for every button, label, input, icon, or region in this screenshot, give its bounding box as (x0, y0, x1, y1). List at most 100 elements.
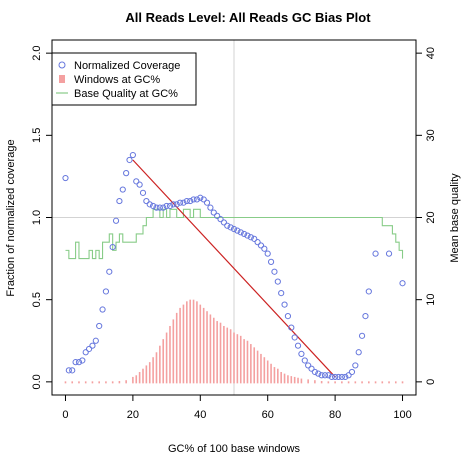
quality-line (65, 208, 404, 260)
windows-series (64, 299, 404, 384)
y2-tick-label: 40 (425, 47, 437, 59)
y-axis-right: 0 10 20 30 40 (415, 47, 437, 385)
y-tick-label: 1.0 (31, 210, 43, 225)
y2-tick-label: 10 (425, 294, 437, 306)
y-tick-label: 0.5 (31, 292, 43, 307)
coverage-point (362, 313, 369, 320)
coverage-point (328, 373, 335, 381)
coverage-point (348, 368, 356, 376)
y2-tick-label: 0 (425, 379, 437, 385)
coverage-point (129, 151, 136, 159)
coverage-point (321, 372, 329, 379)
coverage-point (112, 217, 120, 224)
coverage-point (109, 243, 116, 251)
coverage-point (257, 242, 265, 249)
coverage-point (338, 373, 345, 381)
coverage-point (315, 370, 322, 377)
coverage-point (372, 250, 379, 257)
coverage-point (332, 373, 339, 381)
quality-series (65, 208, 404, 260)
coverage-point (65, 367, 72, 374)
coverage-point (79, 357, 86, 364)
coverage-point (301, 357, 308, 364)
coverage-point (345, 372, 352, 379)
coverage-point (153, 204, 160, 211)
y-tick-label: 2.0 (31, 45, 43, 60)
coverage-point (234, 227, 241, 234)
coverage-point (143, 197, 150, 205)
chart-title: All Reads Level: All Reads GC Bias Plot (125, 10, 371, 25)
y2-tick-label: 20 (425, 211, 437, 223)
trend-line-layer (132, 159, 336, 378)
coverage-point (385, 250, 393, 257)
coverage-point (123, 170, 130, 177)
x-tick-label: 60 (262, 409, 274, 421)
legend: Normalized Coverage Windows at GC% Base … (51, 52, 197, 106)
coverage-point (305, 362, 312, 369)
legend-quality-label: Base Quality at GC% (74, 88, 178, 100)
coverage-point (170, 201, 177, 208)
coverage-point (230, 225, 238, 233)
coverage-point (261, 245, 268, 252)
coverage-point (308, 365, 315, 372)
y-tick-label: 1.5 (31, 128, 43, 143)
coverage-point (193, 196, 201, 203)
coverage-point (335, 373, 342, 381)
coverage-point (358, 332, 366, 339)
coverage-point (89, 342, 96, 349)
x-tick-label: 100 (393, 409, 411, 421)
coverage-point (217, 216, 224, 223)
coverage-point (264, 250, 271, 257)
coverage-point (294, 342, 302, 349)
coverage-point (197, 194, 204, 201)
coverage-point (180, 199, 187, 206)
x-tick-label: 20 (127, 409, 139, 421)
coverage-point (146, 201, 153, 208)
coverage-point (82, 349, 89, 356)
coverage-point (278, 290, 285, 297)
coverage-point (190, 196, 197, 203)
coverage-point (281, 301, 288, 308)
x-axis-label: GC% of 100 base windows (168, 443, 301, 455)
coverage-point (288, 324, 295, 331)
coverage-point (69, 367, 76, 374)
coverage-point (183, 197, 190, 205)
legend-coverage-marker (58, 61, 66, 69)
coverage-point (325, 372, 332, 379)
coverage-point (102, 288, 110, 295)
coverage-point (274, 278, 281, 285)
coverage-point (163, 202, 170, 210)
coverage-point (365, 288, 372, 295)
coverage-point (318, 372, 325, 379)
legend-coverage-label: Normalized Coverage (74, 60, 180, 72)
coverage-point (150, 202, 157, 210)
coverage-point (200, 196, 207, 203)
coverage-point (241, 230, 248, 238)
coverage-point (247, 234, 254, 241)
coverage-point (399, 280, 406, 287)
y-tick-label: 0.0 (31, 374, 43, 389)
coverage-point (271, 268, 278, 275)
coverage-point (156, 204, 163, 211)
legend-box (51, 52, 197, 106)
coverage-point (244, 232, 251, 239)
coverage-point (99, 306, 106, 313)
coverage-series (62, 151, 406, 381)
trend-line (132, 159, 336, 378)
coverage-point (119, 186, 126, 193)
coverage-point (187, 197, 194, 205)
coverage-point (267, 258, 275, 265)
coverage-point (92, 337, 99, 344)
coverage-point (62, 174, 69, 182)
coverage-point (173, 201, 180, 208)
y-axis-label: Fraction of normalized coverage (5, 139, 17, 296)
x-tick-label: 0 (62, 409, 68, 421)
coverage-point (227, 224, 234, 231)
x-tick-label: 80 (329, 409, 341, 421)
coverage-point (116, 197, 123, 205)
coverage-point (133, 178, 140, 185)
coverage-point (355, 349, 362, 356)
coverage-point (106, 268, 113, 275)
coverage-point (214, 212, 221, 219)
